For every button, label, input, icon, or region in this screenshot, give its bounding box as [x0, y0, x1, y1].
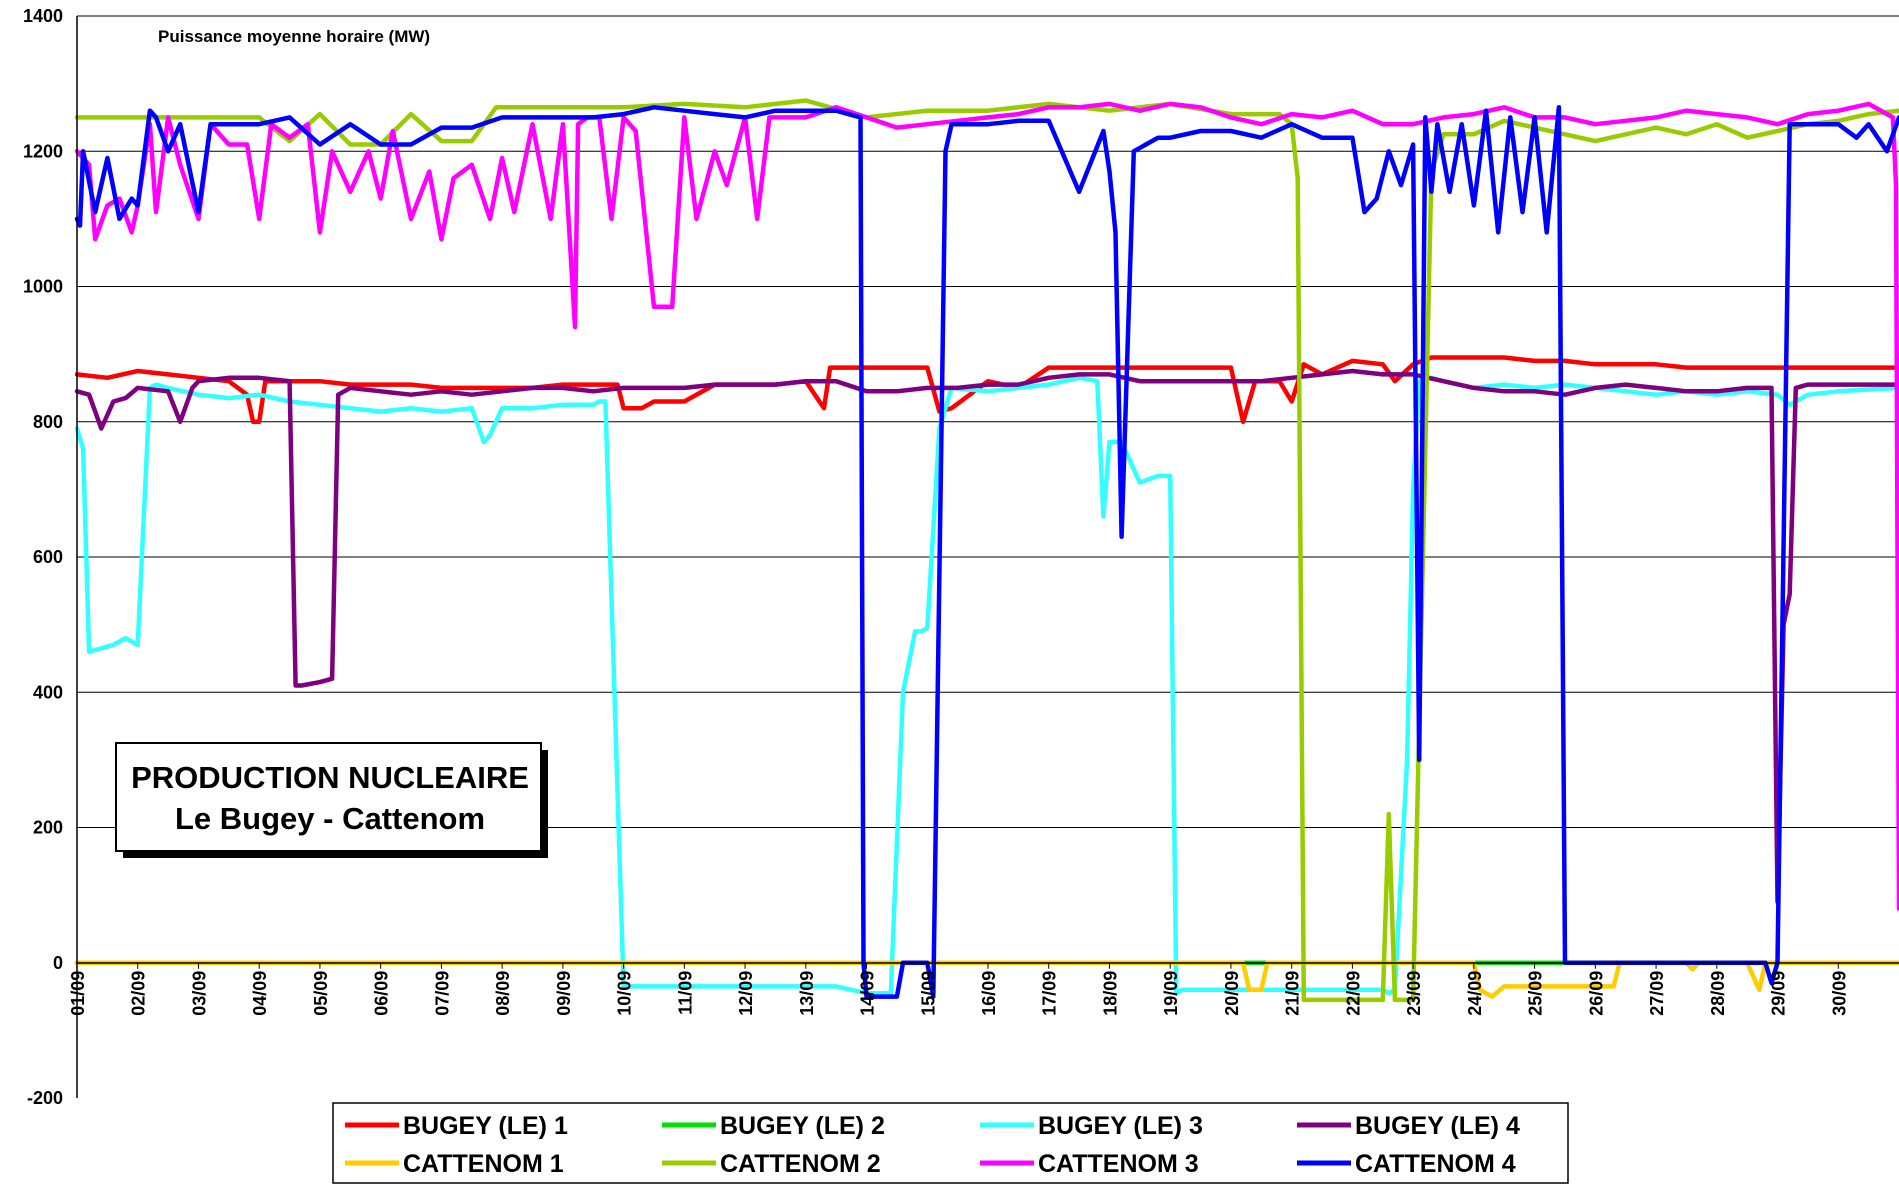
annotation-box-frame — [115, 742, 542, 852]
y-unit-label: Puissance moyenne horaire (MW) — [158, 27, 430, 46]
legend-frame — [332, 1102, 1569, 1184]
x-tick-label: 21/09 — [1283, 971, 1303, 1016]
x-tick-label: 16/09 — [979, 971, 999, 1016]
x-tick-label: 15/09 — [918, 971, 938, 1016]
y-tick-label: 400 — [33, 682, 63, 702]
legend-label-cattenom-4: CATTENOM 4 — [1355, 1150, 1516, 1178]
x-tick-label: 02/09 — [129, 971, 149, 1016]
x-tick-label: 29/09 — [1769, 971, 1789, 1016]
x-tick-label: 30/09 — [1829, 971, 1849, 1016]
x-tick-label: 04/09 — [250, 971, 270, 1016]
y-tick-label: 1000 — [23, 277, 63, 297]
x-tick-label: 19/09 — [1161, 971, 1181, 1016]
x-tick-label: 09/09 — [554, 971, 574, 1016]
x-tick-label: 13/09 — [797, 971, 817, 1016]
legend-label-cattenom-2: CATTENOM 2 — [720, 1150, 881, 1178]
x-tick-label: 01/09 — [68, 971, 88, 1016]
x-tick-label: 14/09 — [858, 971, 878, 1016]
series-line-bugey-le-4 — [74, 368, 1899, 905]
y-tick-label: 600 — [33, 547, 63, 567]
legend-label-cattenom-1: CATTENOM 1 — [403, 1150, 564, 1178]
x-tick-labels: 01/09 02/09 03/09 04/09 05/09 06/09 07/09 08/09… — [68, 962, 1849, 1016]
x-tick-label: 11/09 — [675, 971, 695, 1015]
x-tick-label: 08/09 — [493, 971, 513, 1016]
legend-label-bugey-le-3: BUGEY (LE) 3 — [1038, 1112, 1203, 1140]
y-tick-labels: -200 0 200 400 600 800 1000 1200 1400 — [23, 6, 63, 1108]
series-line-cattenom-4 — [74, 105, 1899, 999]
annotation-line-1: PRODUCTION NUCLEAIRE — [131, 760, 529, 795]
x-tick-label: 06/09 — [372, 971, 392, 1016]
y-tick-label: 1200 — [23, 141, 63, 161]
x-tick-label: 26/09 — [1586, 971, 1606, 1016]
x-tick-label: 23/09 — [1404, 971, 1424, 1016]
legend: BUGEY (LE) 1 BUGEY (LE) 2 BUGEY (LE) 3 BUGE… — [332, 1102, 1569, 1184]
legend-items: BUGEY (LE) 1 BUGEY (LE) 2 BUGEY (LE) 3 BUGE… — [345, 1112, 1520, 1178]
annotation-box: PRODUCTION NUCLEAIRE Le Bugey - Cattenom — [115, 742, 548, 858]
x-tick-label: 27/09 — [1647, 971, 1667, 1016]
x-tick-label: 17/09 — [1040, 971, 1060, 1016]
legend-label-bugey-le-2: BUGEY (LE) 2 — [720, 1112, 885, 1140]
legend-label-bugey-le-4: BUGEY (LE) 4 — [1355, 1112, 1520, 1140]
legend-label-cattenom-3: CATTENOM 3 — [1038, 1150, 1199, 1178]
x-tick-label: 10/09 — [615, 971, 635, 1016]
series-line-cattenom-2 — [74, 98, 1899, 1003]
series-line-bugey-le-1 — [74, 355, 1899, 425]
y-tick-label: 0 — [53, 953, 63, 973]
series-line-cattenom-3 — [74, 101, 1899, 911]
x-tick-label: 05/09 — [311, 971, 331, 1016]
x-tick-label: 24/09 — [1465, 971, 1485, 1016]
x-tick-label: 25/09 — [1526, 971, 1546, 1016]
y-tick-label: 800 — [33, 412, 63, 432]
y-tick-label: 1400 — [23, 6, 63, 26]
y-tick-label: 200 — [33, 818, 63, 838]
x-tick-label: 03/09 — [189, 971, 209, 1016]
legend-label-bugey-le-1: BUGEY (LE) 1 — [403, 1112, 568, 1140]
annotation-line-2: Le Bugey - Cattenom — [175, 801, 485, 836]
y-tick-label: -200 — [27, 1088, 63, 1108]
x-tick-label: 18/09 — [1100, 971, 1120, 1016]
x-tick-label: 07/09 — [432, 971, 452, 1016]
unit-label-bg — [150, 20, 490, 50]
x-tick-label: 28/09 — [1708, 971, 1728, 1016]
x-tick-label: 20/09 — [1222, 971, 1242, 1016]
x-tick-label: 12/09 — [736, 971, 756, 1016]
x-tick-label: 22/09 — [1343, 971, 1363, 1016]
